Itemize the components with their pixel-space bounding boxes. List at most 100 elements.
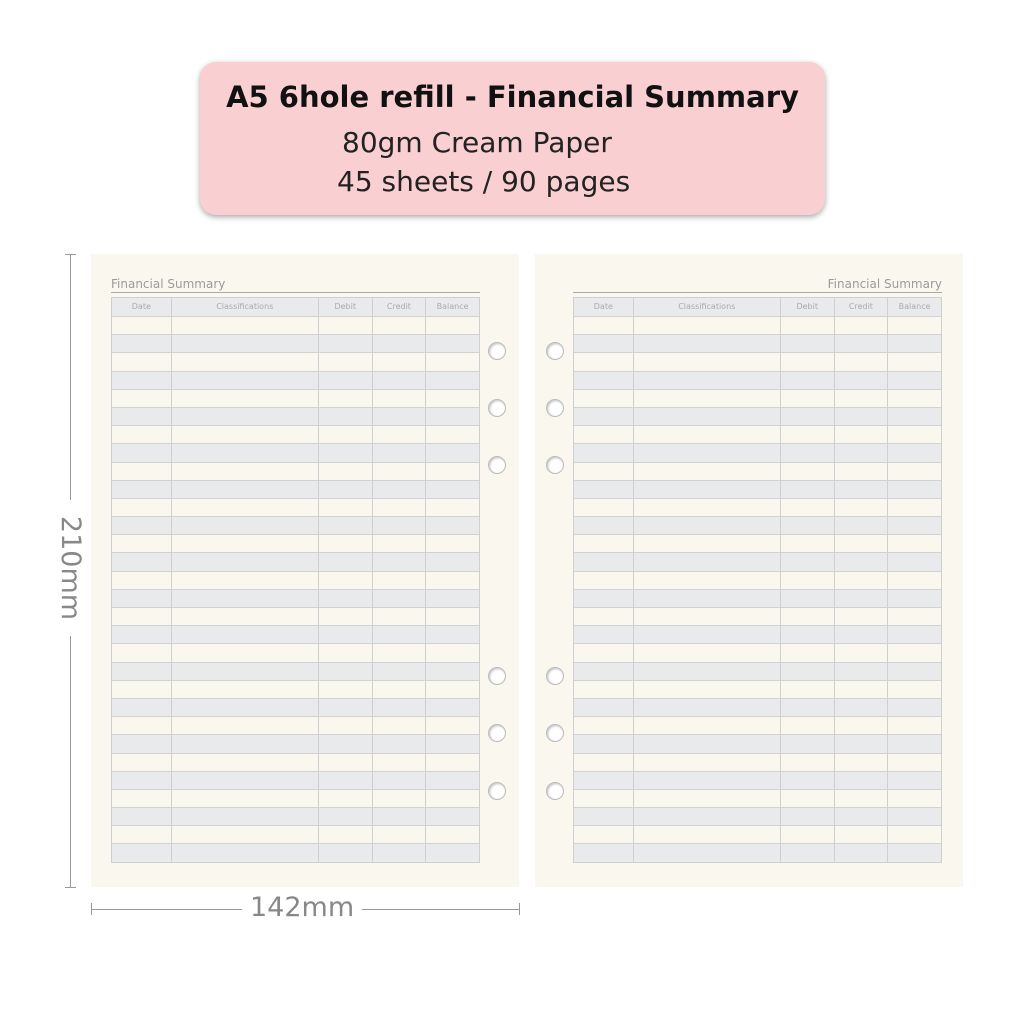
table-cell <box>574 372 633 389</box>
table-row <box>112 643 479 662</box>
table-cell <box>317 480 372 498</box>
table-row <box>574 716 941 735</box>
table-cell <box>371 426 426 444</box>
table-cell <box>887 335 941 353</box>
left-page: Financial Summary Date Classifications Deb… <box>91 254 519 887</box>
table-cell <box>833 808 888 826</box>
column-header: Date <box>593 302 613 311</box>
table-cell <box>371 771 426 789</box>
table-cell <box>425 608 479 626</box>
column-header: Debit <box>317 298 372 316</box>
table-cell <box>574 408 633 425</box>
table-row <box>574 370 941 389</box>
table-cell <box>317 680 372 698</box>
table-cell <box>833 735 888 753</box>
table-cell <box>887 789 941 808</box>
table-cell <box>170 571 318 589</box>
table-header: Date Classifications Debit Credit Balance <box>112 298 479 316</box>
table-row <box>112 807 479 826</box>
table-cell <box>574 808 633 825</box>
table-row <box>574 479 941 498</box>
table-cell <box>779 589 834 607</box>
table-cell <box>425 844 479 862</box>
table-cell <box>632 680 780 698</box>
table-cell <box>632 462 780 480</box>
table-cell <box>887 644 941 662</box>
table-cell <box>371 317 426 335</box>
table-cell <box>425 826 479 844</box>
table-cell <box>574 499 633 516</box>
table-cell <box>112 317 171 334</box>
table-cell <box>112 499 171 516</box>
table-row <box>574 388 941 407</box>
column-header: Date <box>131 302 151 311</box>
table-cell <box>632 644 780 662</box>
table-row <box>112 516 479 535</box>
table-row <box>574 697 941 717</box>
punch-hole-icon <box>546 399 564 417</box>
table-cell <box>170 498 318 517</box>
table-cell <box>833 517 888 535</box>
table-cell <box>833 698 888 717</box>
table-cell <box>574 626 633 643</box>
table-cell <box>833 571 888 589</box>
table-cell <box>112 844 171 861</box>
table-row <box>112 425 479 444</box>
table-cell <box>112 644 171 661</box>
table-row <box>574 825 941 844</box>
table-cell <box>317 444 372 462</box>
table-cell <box>112 717 171 734</box>
table-row <box>574 406 941 426</box>
table-cell <box>112 463 171 480</box>
table-cell <box>779 608 834 626</box>
table-header: Date Classifications Debit Credit Balance <box>574 298 941 316</box>
table-cell <box>887 844 941 862</box>
table-cell <box>833 844 888 862</box>
table-cell <box>317 407 372 426</box>
title-rule <box>111 292 480 293</box>
table-cell <box>371 371 426 389</box>
table-cell <box>170 371 318 389</box>
table-cell <box>425 717 479 735</box>
table-cell <box>574 572 633 589</box>
table-cell <box>425 771 479 789</box>
table-cell <box>833 644 888 662</box>
table-cell <box>112 772 171 789</box>
width-tick-right <box>519 903 520 915</box>
table-cell <box>887 662 941 680</box>
table-cell <box>317 535 372 553</box>
table-cell <box>887 444 941 462</box>
table-cell <box>170 335 318 353</box>
table-cell <box>574 335 633 352</box>
table-cell <box>779 698 834 717</box>
table-cell <box>317 717 372 735</box>
height-tick-bottom <box>65 887 76 888</box>
table-row <box>112 825 479 844</box>
table-cell <box>112 790 171 807</box>
table-cell <box>112 426 171 443</box>
table-cell <box>574 426 633 443</box>
table-cell <box>317 317 372 335</box>
table-cell <box>112 535 171 552</box>
table-cell <box>371 680 426 698</box>
table-cell <box>779 353 834 371</box>
table-cell <box>425 317 479 335</box>
table-row <box>112 734 479 753</box>
table-cell <box>887 517 941 535</box>
table-cell <box>833 389 888 407</box>
table-cell <box>574 790 633 807</box>
height-label: 210mm <box>54 500 86 636</box>
punch-hole-icon <box>546 782 564 800</box>
table-cell <box>425 371 479 389</box>
table-cell <box>887 771 941 789</box>
table-cell <box>574 717 633 734</box>
table-cell <box>887 571 941 589</box>
table-row <box>574 770 941 789</box>
table-cell <box>574 735 633 752</box>
table-cell <box>574 353 633 370</box>
table-row <box>574 661 941 680</box>
table-cell <box>170 735 318 753</box>
table-row <box>112 534 479 553</box>
table-row <box>574 334 941 353</box>
table-cell <box>112 444 171 461</box>
